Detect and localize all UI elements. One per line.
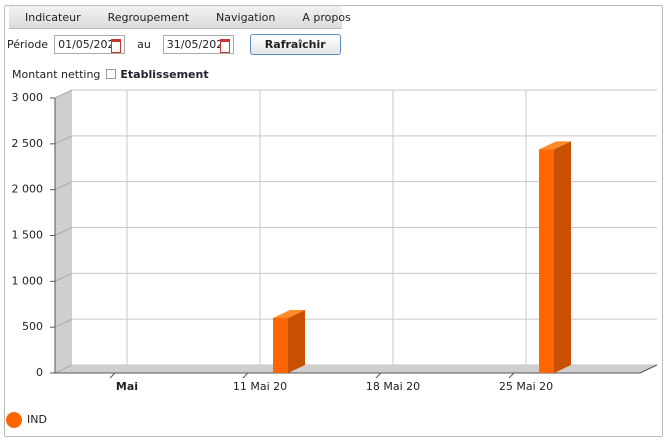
bar-side — [288, 310, 305, 373]
bar — [539, 141, 571, 373]
legend-label: IND — [27, 413, 47, 426]
breadcrumb-item[interactable]: Montant netting — [12, 68, 101, 81]
bar-top — [539, 141, 571, 150]
floor — [55, 365, 657, 373]
breadcrumb-item: Etablissement — [120, 68, 209, 81]
calendar-icon[interactable] — [111, 39, 122, 53]
x-tick — [242, 372, 249, 379]
calendar-icon[interactable] — [219, 39, 230, 53]
y-tick-label: 500 — [22, 320, 43, 333]
x-tick-label: 11 Mai 20 — [233, 380, 287, 393]
grid-line — [54, 135, 73, 145]
x-axis-end — [639, 364, 658, 374]
date-input[interactable]: 31/05/2020 — [162, 35, 234, 54]
grid-line — [54, 318, 73, 328]
date-input[interactable]: 01/05/2020 — [54, 35, 126, 54]
bar-front — [539, 149, 554, 373]
bar — [273, 310, 305, 373]
arrow-icon — [106, 69, 117, 79]
y-tick-label: 1 500 — [12, 229, 44, 242]
grid-line — [54, 227, 73, 236]
label: Période — [7, 38, 49, 51]
y-tick-label: 0 — [36, 366, 43, 379]
x-tick — [375, 372, 382, 379]
y-tick-label: 3 000 — [12, 91, 44, 104]
refresh-button[interactable]: Rafraîchir — [249, 34, 341, 55]
bar-side — [554, 141, 571, 373]
date-value: 01/05/2020 — [58, 38, 122, 51]
date-value: 31/05/2020 — [166, 38, 231, 51]
menu-item[interactable]: A propos — [302, 11, 351, 24]
period-row: Période 01/05/2020 au 31/05/2020 Rafraîc… — [7, 34, 341, 55]
grid-line — [54, 89, 73, 99]
menu-item[interactable]: Indicateur — [25, 11, 81, 24]
x-tick — [109, 372, 116, 379]
y-tick-label: 1 000 — [12, 274, 44, 287]
grid-line — [54, 181, 73, 191]
bar-top — [273, 310, 305, 318]
x-tick — [508, 372, 515, 379]
menu-bar: Indicateur Regroupement Navigation A pro… — [9, 6, 351, 29]
grid-line — [54, 364, 73, 374]
x-tick-label: Mai — [116, 380, 138, 393]
bar-front — [273, 318, 288, 373]
breadcrumb: Montant netting Etablissement — [12, 68, 209, 81]
y-tick-label: 2 000 — [12, 183, 44, 196]
menu-item[interactable]: Navigation — [216, 11, 276, 24]
grid-line — [54, 272, 73, 282]
x-tick-label: 25 Mai 20 — [499, 380, 553, 393]
x-tick-label: 18 Mai 20 — [366, 380, 420, 393]
window: Indicateur Regroupement Navigation A pro… — [4, 5, 663, 437]
label: au — [137, 38, 151, 51]
menu-item[interactable]: Regroupement — [107, 11, 190, 24]
y-tick-label: 2 500 — [12, 137, 44, 150]
legend-marker — [6, 412, 22, 428]
